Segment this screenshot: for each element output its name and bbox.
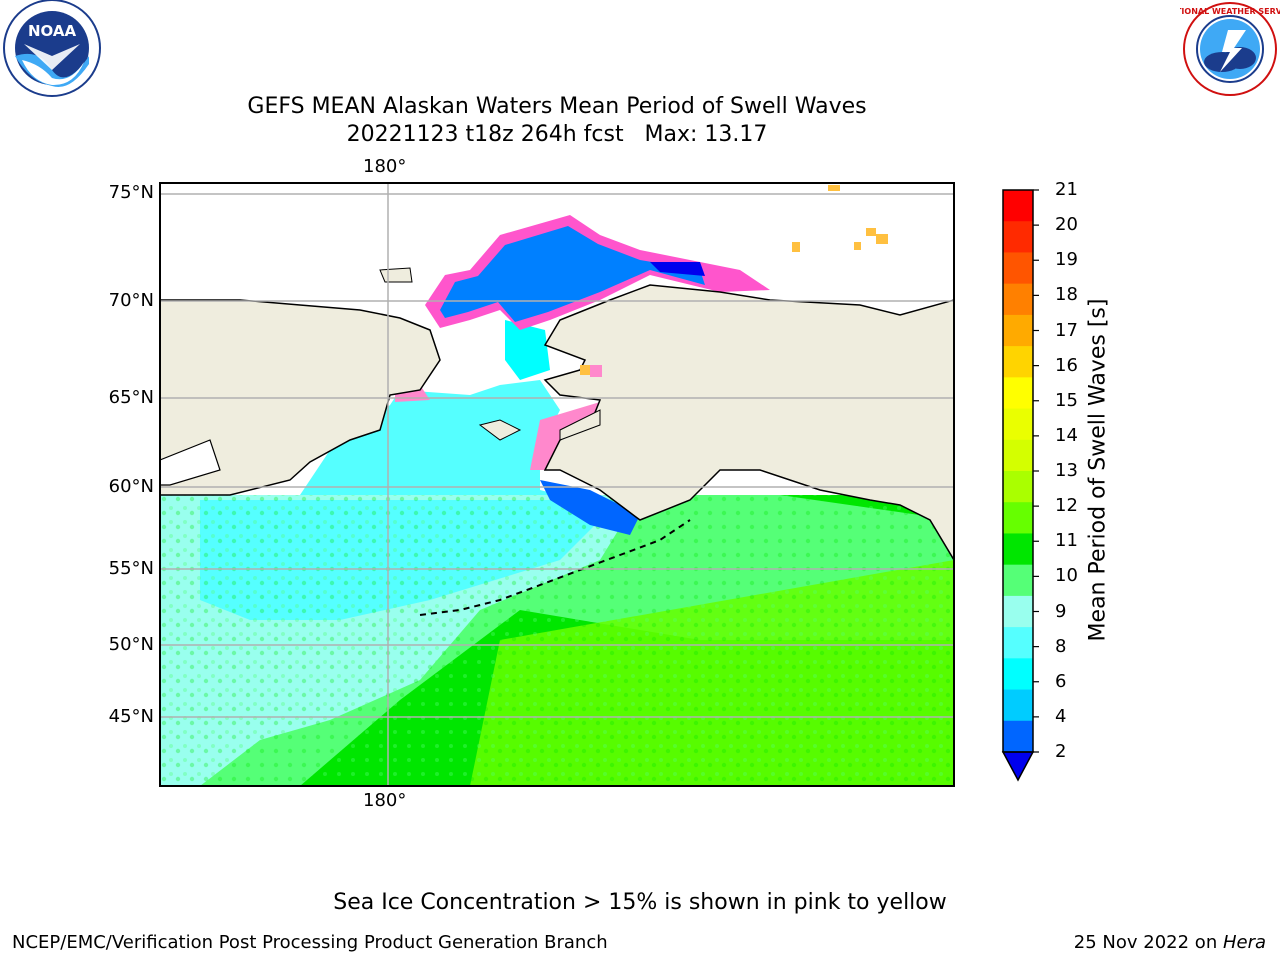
colorbar-segment: [1003, 564, 1033, 597]
date-stamp: 25 Nov 2022 on Hera: [1074, 932, 1266, 953]
nws-ring-text: NATIONAL WEATHER SERVICE: [1180, 7, 1280, 16]
colorbar-tick-label: 12: [1055, 495, 1078, 517]
bristol-bay-zone: [540, 480, 640, 535]
colorbar-tick-label: 15: [1055, 389, 1078, 411]
lon-label-bottom: 180°: [363, 790, 407, 811]
colorbar-tick-label: 19: [1055, 249, 1078, 271]
lat-label-45: 45°N: [108, 706, 154, 727]
colorbar-tick-label: 6: [1055, 670, 1067, 692]
colorbar-tick-label: 21: [1055, 179, 1078, 200]
lat-label-65: 65°N: [108, 387, 154, 408]
colorbar-segment: [1003, 346, 1033, 378]
colorbar-segment: [1003, 502, 1033, 534]
colorbar-tick-label: 18: [1055, 284, 1078, 306]
colorbar-tick-label: 17: [1055, 319, 1078, 341]
nws-logo: NATIONAL WEATHER SERVICE: [1164, 0, 1280, 98]
graticule: [160, 183, 954, 786]
colorbar-segment: [1003, 190, 1033, 222]
chart-title: GEFS MEAN Alaskan Waters Mean Period of …: [247, 94, 867, 119]
colorbar-tick-label: 9: [1055, 600, 1067, 622]
aleutian-islands: [419, 519, 691, 616]
bering-strait-zone: [505, 320, 550, 380]
lat-label-70: 70°N: [108, 290, 154, 311]
map-field: [160, 183, 954, 786]
colorbar-tick-label: 13: [1055, 460, 1078, 481]
colorbar-segment: [1003, 439, 1033, 472]
colorbar-segment: [1003, 408, 1033, 441]
colorbar-extend-arrow: [1001, 751, 1035, 782]
colorbar-segment: [1003, 533, 1033, 566]
colorbar-tick-label: 14: [1055, 424, 1078, 446]
map-frame: [159, 182, 955, 787]
colorbar-label: Mean Period of Swell Waves [s]: [1085, 298, 1111, 642]
lat-label-60: 60°N: [108, 476, 154, 497]
colorbar-segment: [1003, 658, 1033, 691]
colorbar-tick-label: 10: [1055, 565, 1078, 587]
bering-sea-zone: [300, 380, 560, 495]
colorbar-segment: [1003, 377, 1033, 410]
colorbar-segment: [1003, 471, 1033, 503]
date-text: 25 Nov 2022 on: [1073, 932, 1223, 953]
st-lawrence-island: [478, 419, 522, 441]
colorbar-segment: [1003, 689, 1033, 722]
colorbar-tick-label: 11: [1055, 530, 1078, 552]
noaa-logo: NOAA: [0, 0, 104, 100]
lat-label-75: 75°N: [108, 182, 154, 203]
colorbar-segment: [1003, 627, 1033, 659]
wrangel-island: [379, 267, 413, 283]
colorbar-tick-label: 2: [1055, 741, 1067, 762]
colorbar-segment: [1003, 720, 1033, 753]
lon-label-top: 180°: [363, 156, 407, 177]
colorbar-tick-label: 16: [1055, 354, 1078, 376]
lat-label-50: 50°N: [108, 634, 154, 655]
colorbar-tick-label: 20: [1055, 214, 1078, 236]
noaa-logo-text: NOAA: [28, 22, 77, 40]
chart-subtitle: 20221123 t18z 264h fcst Max: 13.17: [346, 122, 768, 147]
colorbar-segment: [1003, 314, 1033, 347]
arctic-blue-zone: [440, 226, 705, 322]
colorbar-tick-label: 4: [1055, 705, 1067, 727]
credit-text: NCEP/EMC/Verification Post Processing Pr…: [12, 932, 608, 953]
colorbar-segment: [1003, 595, 1033, 628]
colorbar-segment: [1003, 221, 1033, 253]
colorbar: [1001, 189, 1039, 782]
colorbar-segment: [1003, 283, 1033, 316]
colorbar-segment: [1003, 252, 1033, 285]
machine-name: Hera: [1222, 932, 1266, 953]
ice-note: Sea Ice Concentration > 15% is shown in …: [333, 890, 947, 915]
lat-label-55: 55°N: [108, 558, 154, 579]
colorbar-tick-label: 8: [1055, 635, 1067, 657]
